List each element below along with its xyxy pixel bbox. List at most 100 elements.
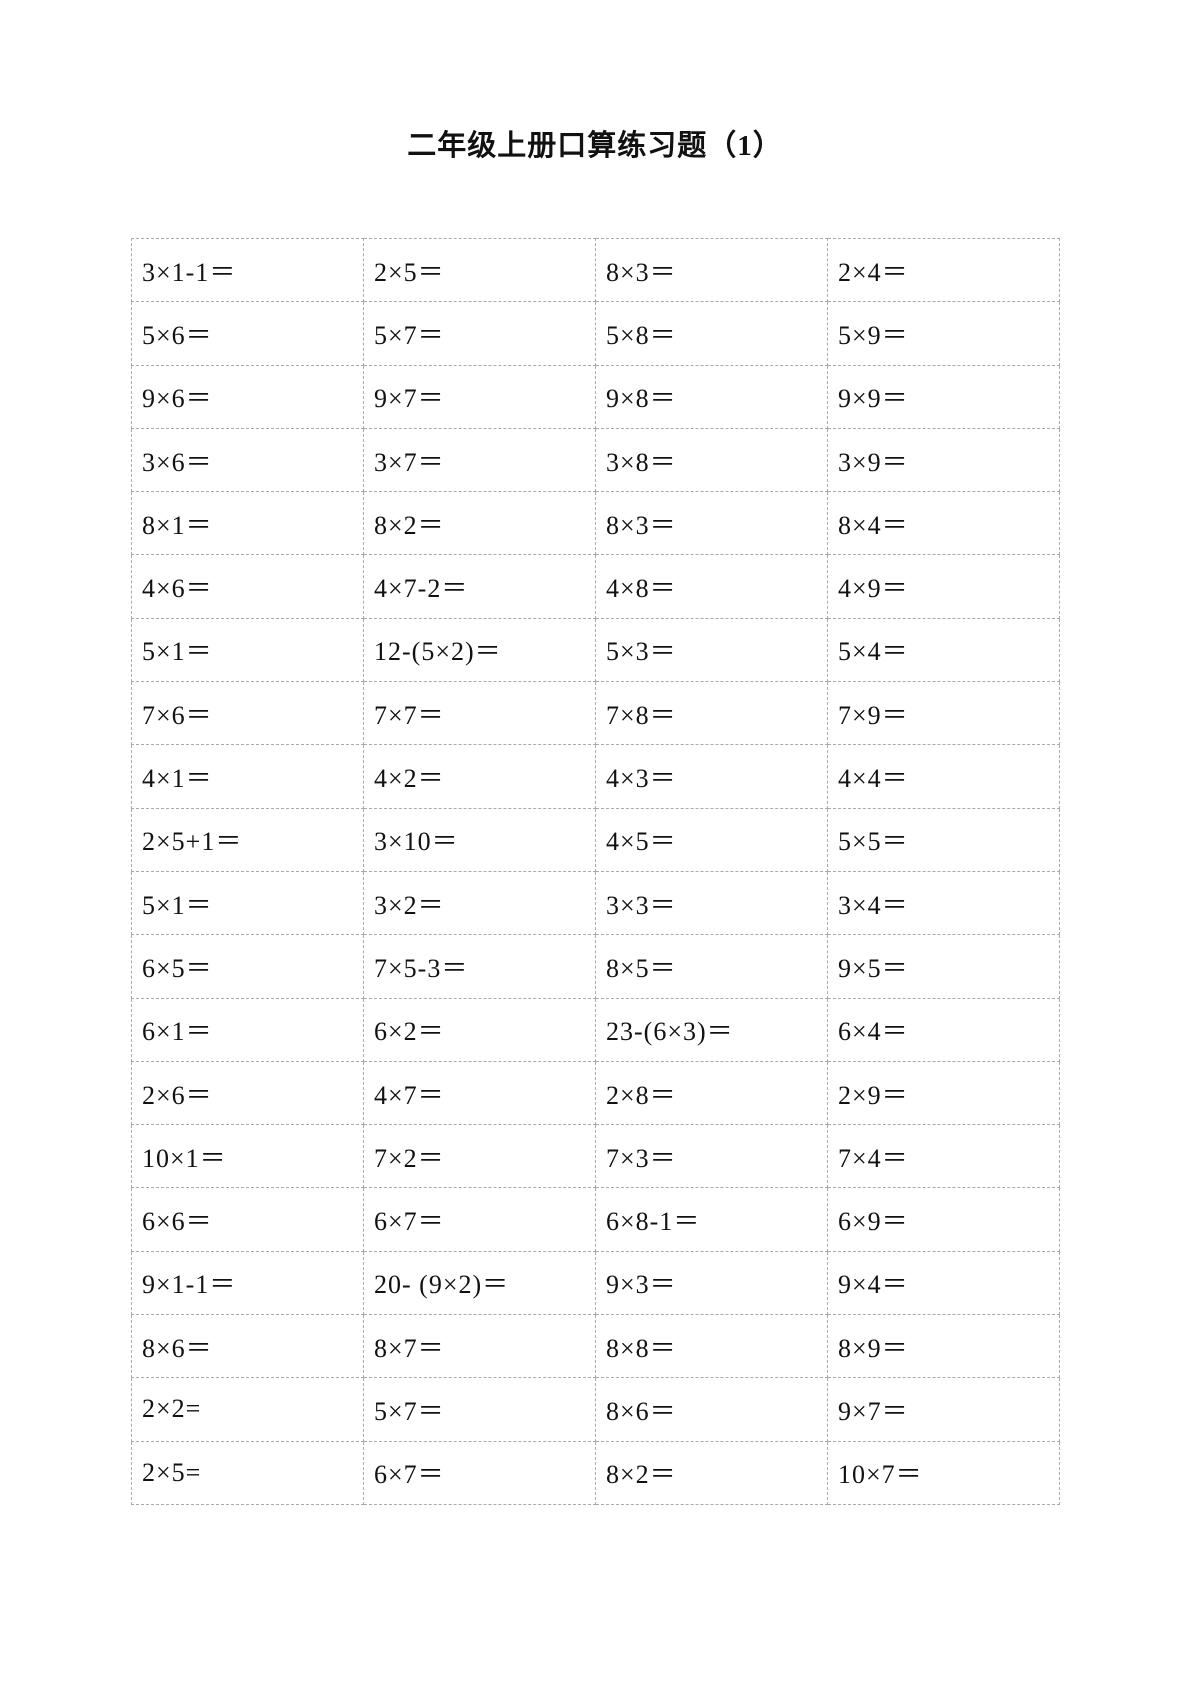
table-row: 9×1-1＝ 20- (9×2)＝ 9×3＝ 9×4＝ — [131, 1250, 1060, 1316]
exercise-cell: 9×6＝ — [131, 364, 364, 429]
exercise-cell: 9×7＝ — [827, 1377, 1060, 1442]
exercise-cell: 3×10＝ — [363, 807, 596, 872]
exercise-cell: 4×2＝ — [363, 744, 596, 809]
exercise-cell: 6×8-1＝ — [595, 1187, 828, 1252]
table-row: 3×6＝ 3×7＝ 3×8＝ 3×9＝ — [131, 427, 1060, 493]
exercise-cell: 8×6＝ — [131, 1314, 364, 1379]
table-row: 5×1＝ 12-(5×2)＝ 5×3＝ 5×4＝ — [131, 617, 1060, 683]
exercise-cell: 4×9＝ — [827, 554, 1060, 619]
exercise-cell: 8×5＝ — [595, 934, 828, 999]
exercise-cell: 2×6＝ — [131, 1060, 364, 1126]
exercise-cell: 2×8＝ — [595, 1060, 828, 1126]
exercise-cell: 10×1＝ — [131, 1124, 364, 1189]
exercise-cell: 8×3＝ — [595, 237, 828, 303]
exercise-cell: 7×7＝ — [363, 681, 596, 746]
exercise-cell: 5×5＝ — [827, 807, 1060, 872]
exercise-cell: 8×8＝ — [595, 1314, 828, 1379]
exercise-cell: 4×3＝ — [595, 744, 828, 809]
exercise-cell: 7×2＝ — [363, 1124, 596, 1189]
exercise-cell: 7×6＝ — [131, 681, 364, 746]
exercise-cell: 5×7＝ — [363, 1377, 596, 1442]
exercise-cell: 5×9＝ — [827, 301, 1060, 366]
table-row: 2×5= 6×7＝ 8×2＝ 10×7＝ — [131, 1440, 1060, 1505]
exercise-cell: 3×8＝ — [595, 427, 828, 493]
table-row: 6×1＝ 6×2＝ 23-(6×3)＝ 6×4＝ — [131, 997, 1060, 1062]
exercise-cell: 3×9＝ — [827, 427, 1060, 493]
exercise-cell: 9×9＝ — [827, 364, 1060, 429]
exercise-cell: 2×5= — [131, 1440, 364, 1505]
page-title: 二年级上册口算练习题（1） — [407, 130, 783, 162]
exercise-cell: 4×4＝ — [827, 744, 1060, 809]
table-row: 4×6＝ 4×7-2＝ 4×8＝ 4×9＝ — [131, 554, 1060, 619]
exercise-cell: 8×2＝ — [595, 1440, 828, 1505]
exercise-cell: 5×7＝ — [363, 301, 596, 366]
exercise-cell: 5×1＝ — [131, 617, 364, 683]
exercise-cell: 6×7＝ — [363, 1440, 596, 1505]
exercise-cell: 5×3＝ — [595, 617, 828, 683]
table-row: 7×6＝ 7×7＝ 7×8＝ 7×9＝ — [131, 681, 1060, 746]
exercise-cell: 7×5-3＝ — [363, 934, 596, 999]
exercise-cell: 7×8＝ — [595, 681, 828, 746]
exercise-cell: 10×7＝ — [827, 1440, 1060, 1505]
exercise-cell: 5×6＝ — [131, 301, 364, 366]
exercise-cell: 6×4＝ — [827, 997, 1060, 1062]
table-row: 2×6＝ 4×7＝ 2×8＝ 2×9＝ — [131, 1060, 1060, 1126]
exercise-cell: 3×4＝ — [827, 870, 1060, 936]
exercise-cell: 20- (9×2)＝ — [363, 1250, 596, 1316]
exercise-cell: 12-(5×2)＝ — [363, 617, 596, 683]
table-row: 5×6＝ 5×7＝ 5×8＝ 5×9＝ — [131, 301, 1060, 366]
exercise-cell: 8×4＝ — [827, 491, 1060, 556]
exercise-cell: 6×9＝ — [827, 1187, 1060, 1252]
exercise-cell: 3×2＝ — [363, 870, 596, 936]
exercise-cell: 8×3＝ — [595, 491, 828, 556]
exercise-cell: 8×6＝ — [595, 1377, 828, 1442]
exercise-cell: 6×6＝ — [131, 1187, 364, 1252]
exercise-cell: 3×6＝ — [131, 427, 364, 493]
table-row: 6×6＝ 6×7＝ 6×8-1＝ 6×9＝ — [131, 1187, 1060, 1252]
exercise-cell: 7×3＝ — [595, 1124, 828, 1189]
table-row: 2×5+1＝ 3×10＝ 4×5＝ 5×5＝ — [131, 807, 1060, 872]
exercise-cell: 4×1＝ — [131, 744, 364, 809]
exercise-cell: 4×8＝ — [595, 554, 828, 619]
table-row: 9×6＝ 9×7＝ 9×8＝ 9×9＝ — [131, 364, 1060, 429]
exercise-cell: 2×5＝ — [363, 237, 596, 303]
exercise-cell: 6×5＝ — [131, 934, 364, 999]
exercise-cell: 8×9＝ — [827, 1314, 1060, 1379]
exercise-cell: 2×9＝ — [827, 1060, 1060, 1126]
exercise-cell: 9×3＝ — [595, 1250, 828, 1316]
exercise-cell: 6×2＝ — [363, 997, 596, 1062]
exercise-cell: 3×7＝ — [363, 427, 596, 493]
exercise-cell: 9×7＝ — [363, 364, 596, 429]
exercise-cell: 2×5+1＝ — [131, 807, 364, 872]
exercise-cell: 6×7＝ — [363, 1187, 596, 1252]
exercise-cell: 4×7＝ — [363, 1060, 596, 1126]
exercise-cell: 8×7＝ — [363, 1314, 596, 1379]
exercise-cell: 5×4＝ — [827, 617, 1060, 683]
exercise-cell: 9×4＝ — [827, 1250, 1060, 1316]
table-row: 5×1＝ 3×2＝ 3×3＝ 3×4＝ — [131, 870, 1060, 936]
exercise-cell: 7×4＝ — [827, 1124, 1060, 1189]
exercise-cell: 3×3＝ — [595, 870, 828, 936]
table-row: 2×2= 5×7＝ 8×6＝ 9×7＝ — [131, 1377, 1060, 1442]
exercise-cell: 5×1＝ — [131, 870, 364, 936]
exercise-cell: 8×1＝ — [131, 491, 364, 556]
table-row: 10×1＝ 7×2＝ 7×3＝ 7×4＝ — [131, 1124, 1060, 1189]
table-row: 4×1＝ 4×2＝ 4×3＝ 4×4＝ — [131, 744, 1060, 809]
exercise-cell: 2×4＝ — [827, 237, 1060, 303]
exercise-cell: 9×8＝ — [595, 364, 828, 429]
table-row: 8×6＝ 8×7＝ 8×8＝ 8×9＝ — [131, 1314, 1060, 1379]
table-row: 3×1-1＝ 2×5＝ 8×3＝ 2×4＝ — [131, 237, 1060, 303]
exercise-cell: 6×1＝ — [131, 997, 364, 1062]
exercise-cell: 4×7-2＝ — [363, 554, 596, 619]
exercise-cell: 5×8＝ — [595, 301, 828, 366]
exercise-cell: 23-(6×3)＝ — [595, 997, 828, 1062]
exercise-table: 3×1-1＝ 2×5＝ 8×3＝ 2×4＝ 5×6＝ 5×7＝ 5×8＝ 5×9＝ 9×6＝ 9×… — [131, 237, 1060, 1505]
exercise-cell: 2×2= — [131, 1377, 364, 1442]
exercise-cell: 9×5＝ — [827, 934, 1060, 999]
exercise-cell: 4×6＝ — [131, 554, 364, 619]
exercise-cell: 8×2＝ — [363, 491, 596, 556]
exercise-cell: 4×5＝ — [595, 807, 828, 872]
exercise-cell: 9×1-1＝ — [131, 1250, 364, 1316]
table-row: 8×1＝ 8×2＝ 8×3＝ 8×4＝ — [131, 491, 1060, 556]
table-row: 6×5＝ 7×5-3＝ 8×5＝ 9×5＝ — [131, 934, 1060, 999]
